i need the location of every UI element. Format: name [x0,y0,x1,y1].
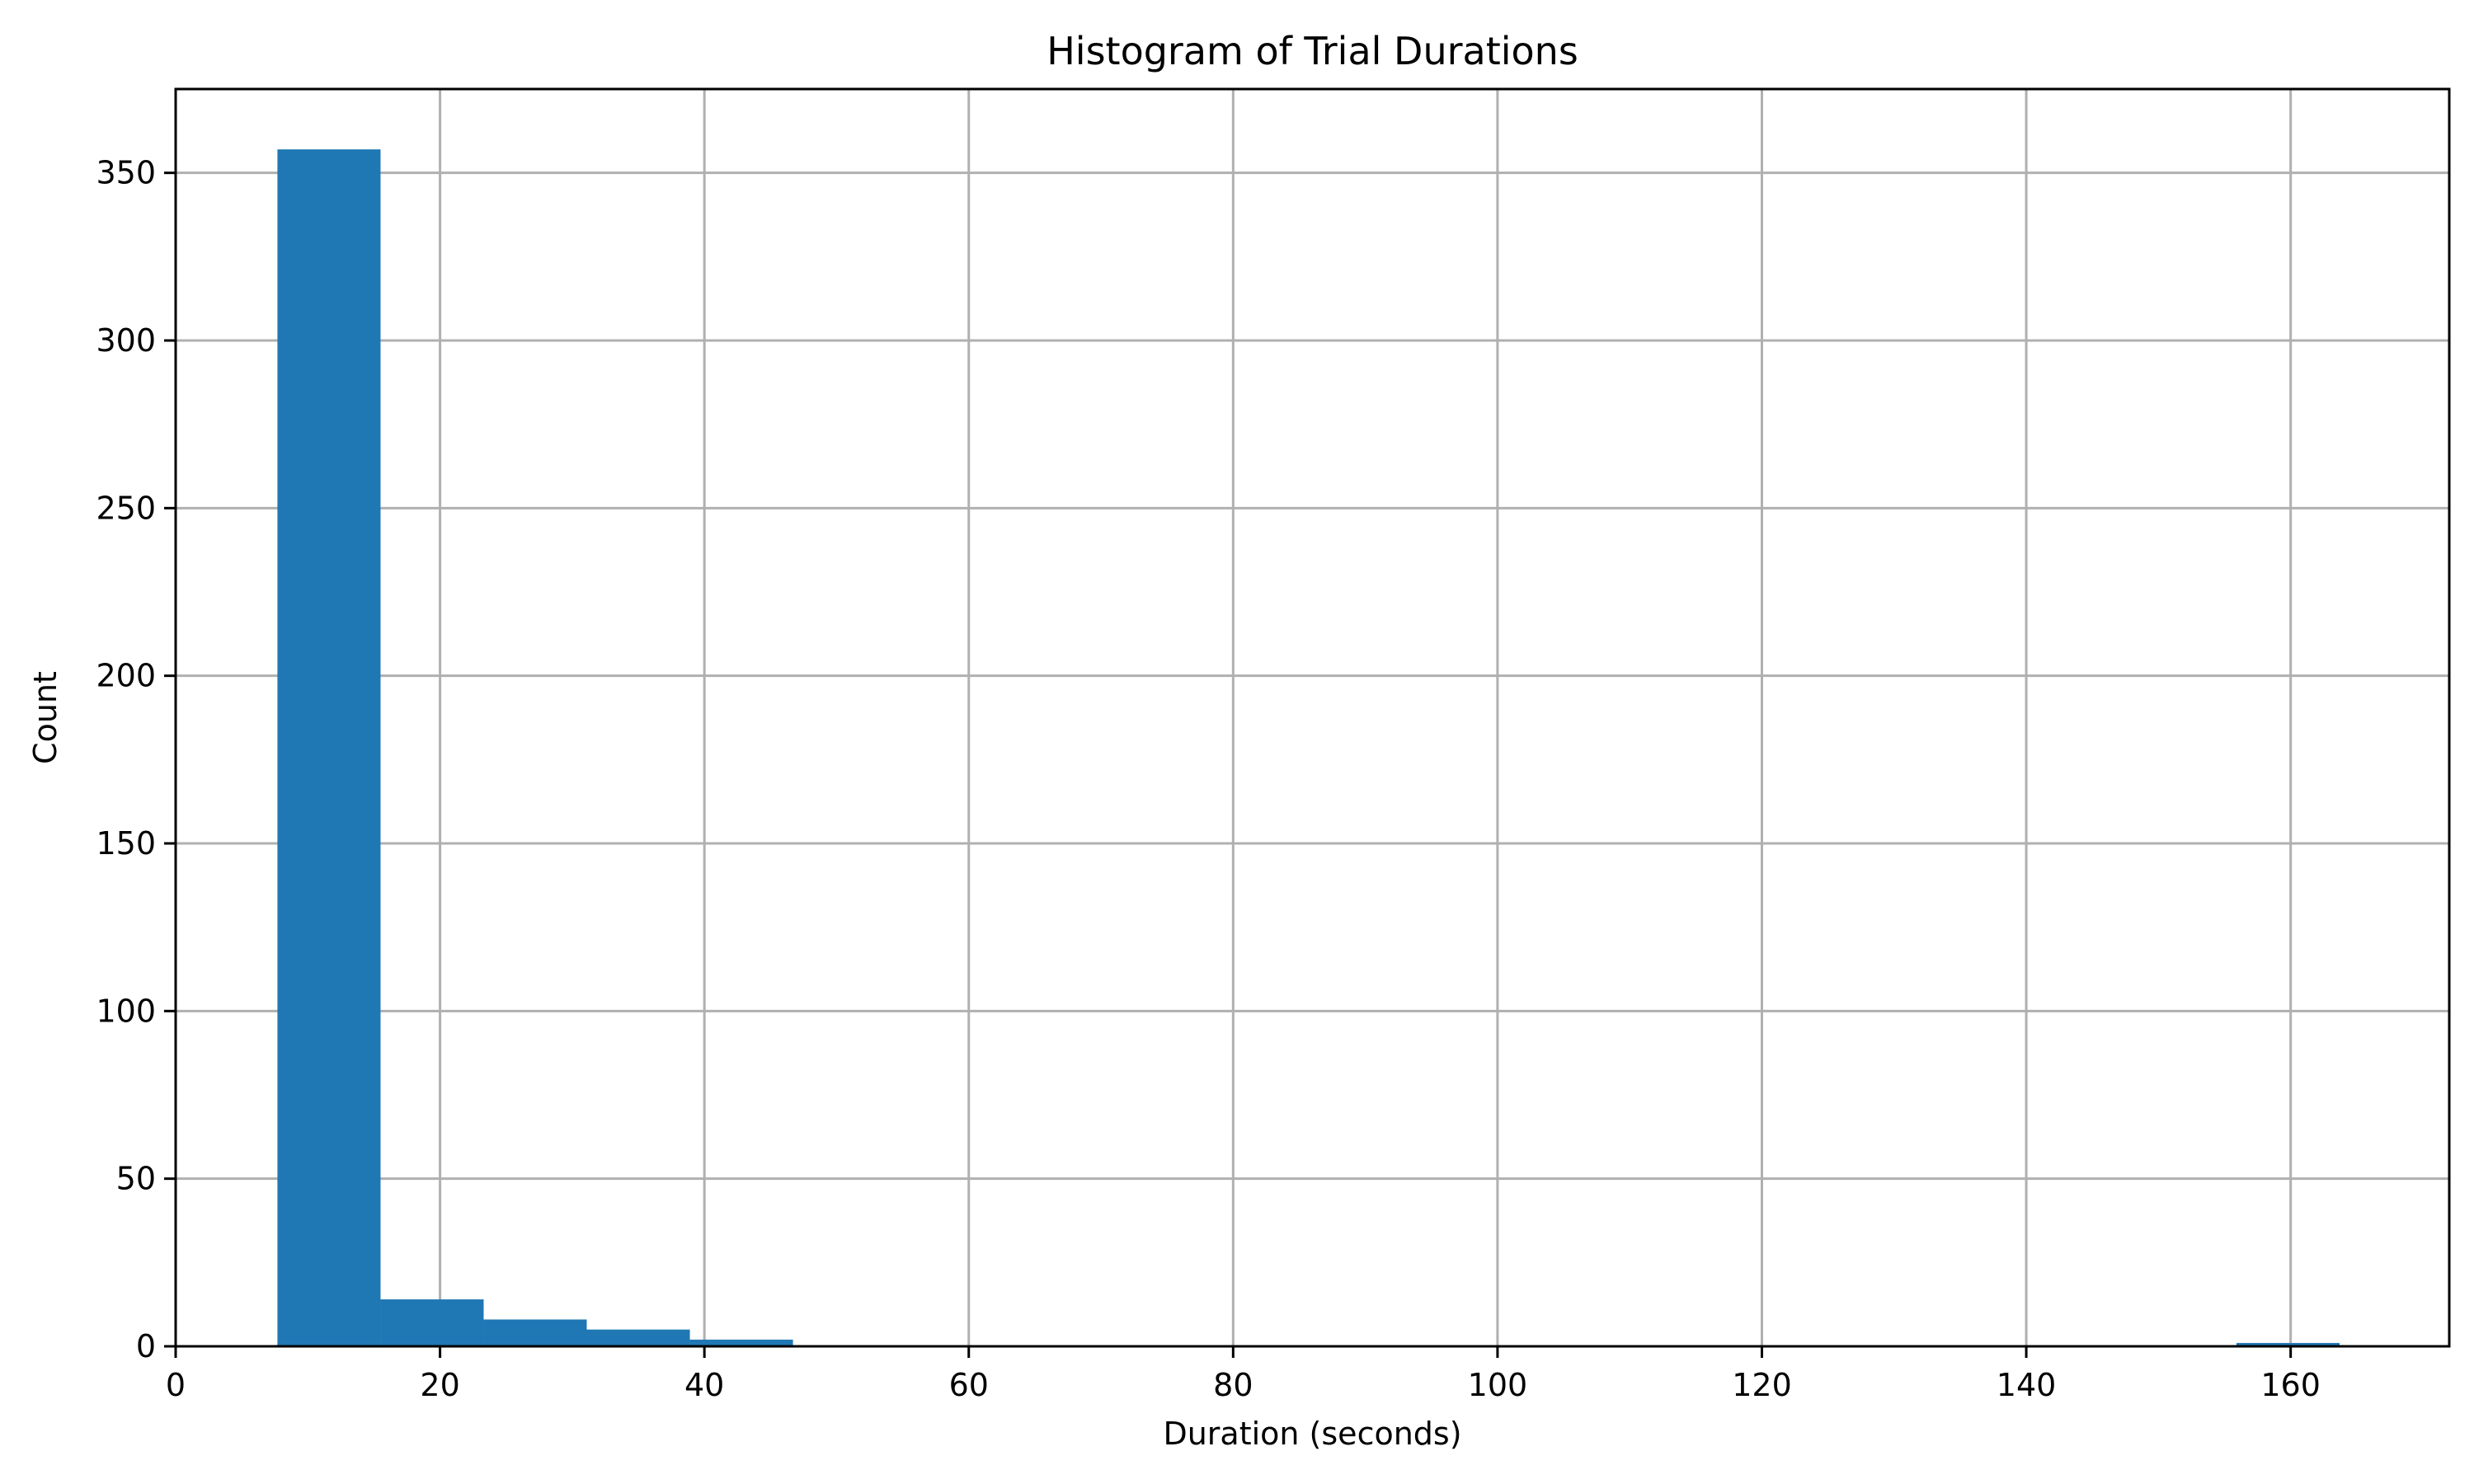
tick-layer: 0 20 40 60 80 100 120 140 160 0 50 100 150 200 250 300 3… [96,155,2320,1403]
y-tick-label: 200 [96,658,156,694]
y-tick-label: 50 [116,1161,156,1197]
histogram-bar [586,1329,690,1346]
histogram-bar [689,1339,793,1346]
y-tick-label: 150 [96,825,156,862]
x-tick-label: 80 [1213,1367,1253,1403]
x-tick-label: 100 [1468,1367,1528,1403]
histogram-bar [277,149,381,1347]
y-tick-label: 250 [96,490,156,526]
x-tick-label: 0 [166,1367,186,1403]
bar-layer [277,149,2340,1347]
plot-frame [174,87,2451,1348]
chart-title: Histogram of Trial Durations [1047,29,1578,73]
histogram-bar [2236,1342,2340,1346]
x-tick-label: 160 [2260,1367,2321,1403]
histogram-bar [483,1319,587,1346]
y-tick-label: 300 [96,322,156,359]
y-tick-label: 0 [136,1328,156,1364]
x-tick-label: 40 [684,1367,724,1403]
x-tick-label: 20 [420,1367,459,1403]
x-tick-label: 140 [1997,1367,2057,1403]
y-tick-label: 350 [96,155,156,191]
x-tick-label: 120 [1732,1367,1792,1403]
histogram-bar [380,1299,484,1346]
x-axis-label: Duration (seconds) [1163,1416,1461,1452]
y-tick-label: 100 [96,993,156,1029]
y-axis-label: Count [27,671,63,764]
x-tick-label: 60 [949,1367,989,1403]
